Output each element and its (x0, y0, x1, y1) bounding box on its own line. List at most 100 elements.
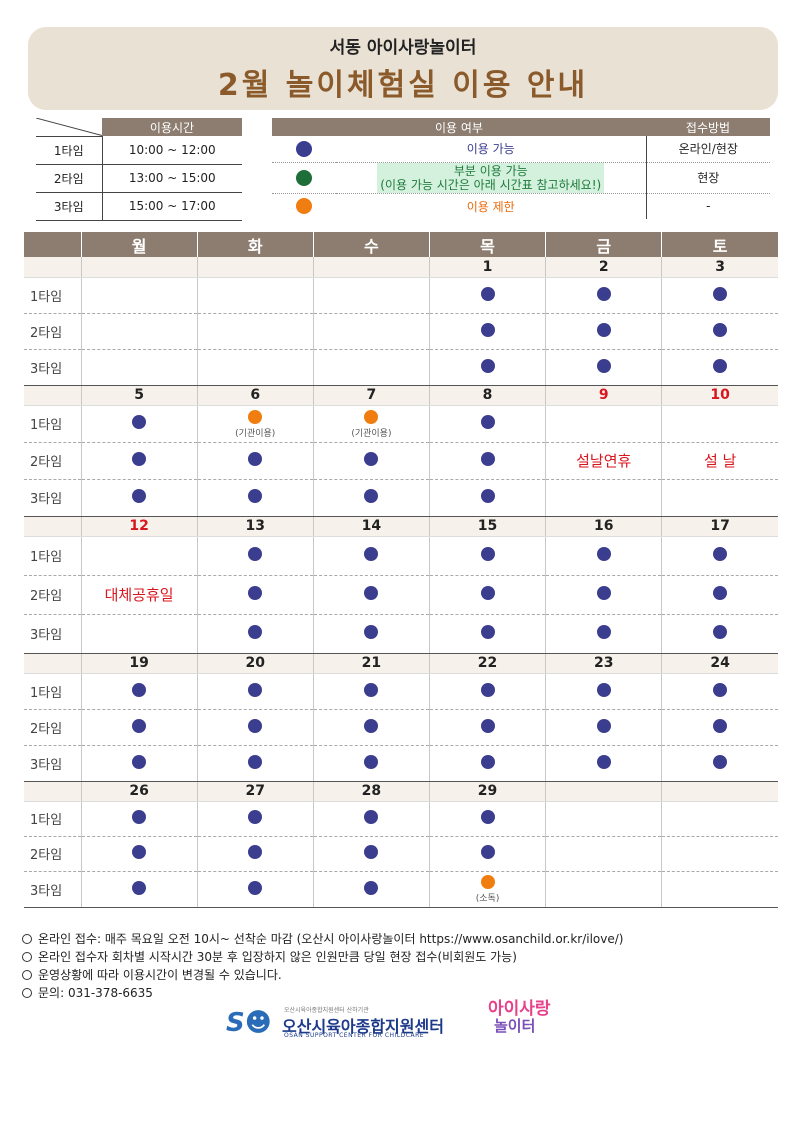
limited-dot-icon (364, 409, 379, 424)
date-cell: 29 (428, 781, 546, 802)
time-label-3: 3타임 (36, 192, 102, 221)
osan-logo-mark-icon: S☻ (226, 1008, 272, 1038)
available-dot-icon (596, 286, 611, 301)
weekday-thu: 목 (428, 232, 546, 257)
legend-available-method: 온라인/현장 (645, 136, 770, 163)
date-cell: 15 (428, 516, 546, 537)
available-dot-icon (364, 845, 379, 859)
holiday-label: 대체공휴일 (104, 586, 174, 604)
playground-logo-line2: 놀이터 (494, 1017, 536, 1035)
date-cell: 28 (312, 781, 430, 802)
footnote-item: 운영상황에 따라 이용시간이 변경될 수 있습니다. (22, 966, 792, 984)
circle-bullet-icon (22, 988, 32, 998)
available-dot-icon (248, 586, 263, 600)
date-cell (312, 257, 430, 278)
time-table-header: 이용시간 (102, 118, 242, 136)
slot-label: 1타임 (24, 277, 81, 314)
weekday-mon: 월 (80, 232, 198, 257)
available-dot-icon (713, 586, 728, 600)
slot-label: 1타임 (24, 673, 81, 710)
slot-label: 3타임 (24, 349, 81, 386)
available-dot-icon (248, 682, 263, 697)
available-dot-icon (248, 489, 263, 503)
available-dot-icon (364, 718, 379, 733)
slot-label: 3타임 (24, 479, 81, 517)
limited-dot-icon (248, 409, 263, 424)
available-dot-icon (132, 845, 147, 859)
date-cell (661, 781, 778, 802)
available-dot-icon (364, 452, 379, 466)
slot-label: 1타임 (24, 801, 81, 837)
available-dot-icon (596, 358, 611, 373)
available-dot-icon (596, 625, 611, 639)
available-dot-icon (480, 286, 495, 301)
available-dot-icon (480, 586, 495, 600)
time-value-1: 10:00 ~ 12:00 (101, 136, 242, 165)
time-label-2: 2타임 (36, 164, 102, 193)
available-dot-icon (480, 754, 495, 769)
date-cell: 17 (661, 516, 778, 537)
footnote-item: 온라인 접수: 매주 목요일 오전 10시~ 선착순 마감 (오산시 아이사랑놀… (22, 930, 792, 948)
weekday-tue: 화 (196, 232, 314, 257)
date-cell: 24 (661, 653, 778, 674)
available-dot-icon (480, 625, 495, 639)
available-dot-icon (132, 810, 147, 824)
date-cell: 1 (428, 257, 546, 278)
legend-partial-text: 부분 이용 가능 (이용 가능 시간은 아래 시간표 참고하세요!) (377, 162, 605, 193)
available-dot-icon (364, 880, 379, 895)
date-cell-holiday: 10 (661, 385, 778, 406)
date-cell: 8 (428, 385, 546, 406)
calendar: 월 화 수 목 금 토 1 2 3 1타임 2타임 3타임 (24, 232, 778, 908)
available-dot-icon (132, 880, 147, 895)
holiday-label: 설 날 (703, 452, 737, 470)
date-cell: 13 (196, 516, 314, 537)
available-dot-icon (596, 682, 611, 697)
circle-bullet-icon (22, 952, 32, 962)
calendar-corner (24, 232, 81, 257)
date-cell: 27 (196, 781, 314, 802)
weekday-fri: 금 (545, 232, 662, 257)
date-cell: 3 (661, 257, 778, 278)
time-label-1: 1타임 (36, 136, 102, 165)
available-dot-icon (364, 489, 379, 503)
available-dot-icon (248, 845, 263, 859)
page-title: 2월 놀이체험실 이용 안내 (217, 68, 589, 103)
legend-available-text: 이용 가능 (466, 142, 515, 157)
date-cell: 6 (196, 385, 314, 406)
legend-table: 이용 여부 접수방법 이용 가능 온라인/현장 부분 이용 가능 (이용 가능 … (272, 118, 770, 219)
available-dot-icon (248, 452, 263, 466)
legend-header-usage: 이용 여부 (272, 118, 646, 136)
limited-dot-icon (480, 875, 495, 889)
slot-label: 2타임 (24, 575, 81, 615)
time-value-3: 15:00 ~ 17:00 (101, 192, 242, 221)
weekday-wed: 수 (312, 232, 430, 257)
time-value-2: 13:00 ~ 15:00 (101, 164, 242, 193)
available-dot-icon (248, 880, 263, 895)
available-dot-icon (713, 286, 728, 301)
date-cell-holiday: 9 (545, 385, 662, 406)
legend-partial-method: 현장 (645, 162, 770, 194)
circle-bullet-icon (22, 934, 32, 944)
legend-limited-method: - (645, 193, 770, 219)
available-dot-icon (480, 452, 495, 466)
date-cell: 26 (80, 781, 198, 802)
available-dot-icon (364, 754, 379, 769)
slot-label: 3타임 (24, 871, 81, 908)
available-dot-icon (248, 625, 263, 639)
available-dot-icon (480, 718, 495, 733)
date-cell (545, 781, 662, 802)
playground-logo: 아이사랑 놀이터 (488, 1000, 598, 1044)
available-dot-icon (132, 415, 147, 429)
available-dot-icon (480, 322, 495, 337)
available-dot-icon (596, 586, 611, 600)
available-dot-icon (132, 489, 147, 503)
available-dot-icon (480, 489, 495, 503)
available-dot-icon (132, 754, 147, 769)
available-dot-icon (248, 718, 263, 733)
time-table-corner (36, 118, 102, 137)
legend-partial-line1: 부분 이용 가능 (453, 163, 528, 178)
available-dot-icon (596, 322, 611, 337)
title-banner: 서동 아이사랑놀이터 2월 놀이체험실 이용 안내 (28, 27, 778, 110)
available-dot-icon (713, 358, 728, 373)
available-dot-icon (248, 810, 263, 824)
